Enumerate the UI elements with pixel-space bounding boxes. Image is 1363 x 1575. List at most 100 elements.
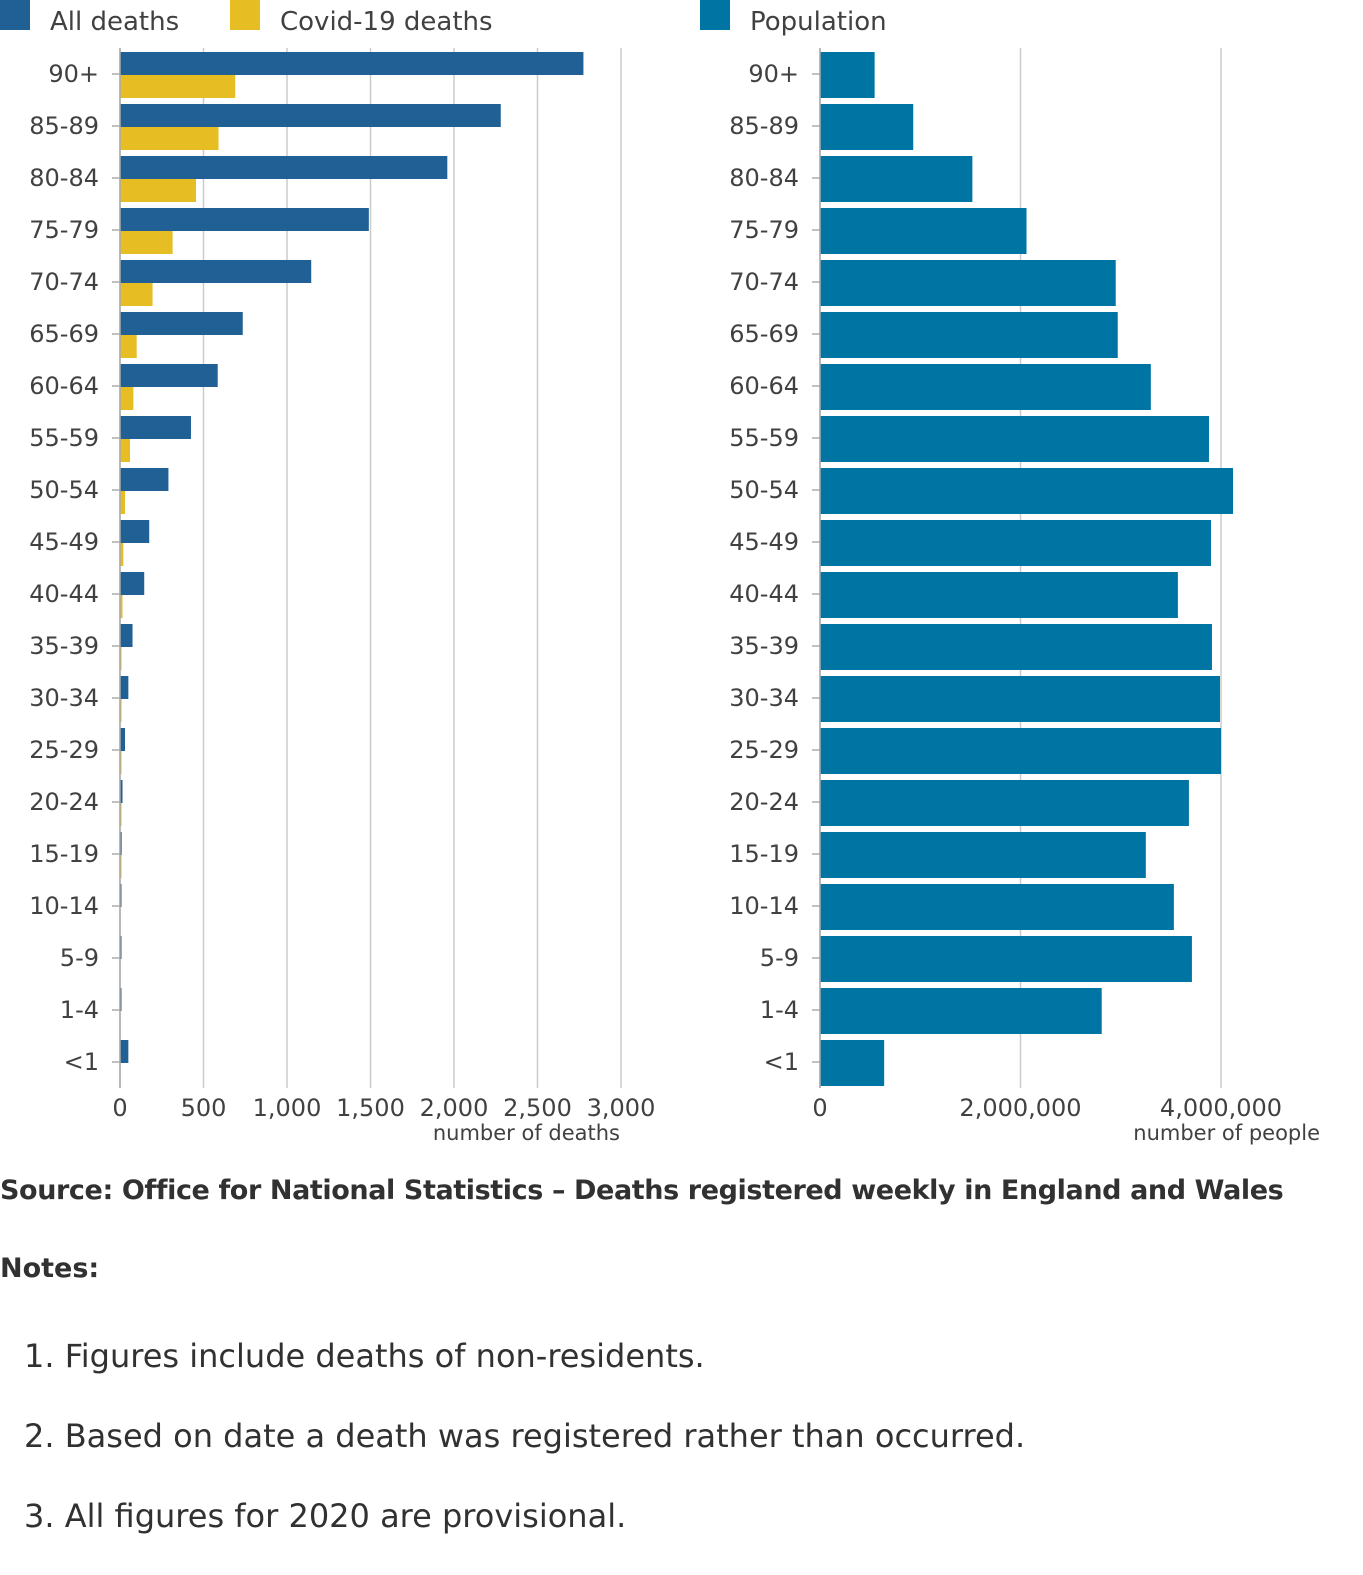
category-label-65-69: 65-69 [29,320,99,348]
category-label-15-19: 15-19 [729,840,799,868]
bar-population-10-14 [820,884,1174,930]
legend-swatch-all-deaths [0,0,30,30]
category-label-1: <1 [764,1048,799,1076]
category-label-50-54: 50-54 [29,476,99,504]
category-label-75-79: 75-79 [729,216,799,244]
category-label-80-84: 80-84 [729,164,799,192]
bar-covid-19-deaths-70-74 [120,283,153,306]
x-axis-title: number of people [1133,1121,1320,1145]
category-label-30-34: 30-34 [29,684,99,712]
legend-label-covid-19-deaths: Covid-19 deaths [280,7,493,37]
bar-all-deaths-25-29 [120,728,126,751]
category-label-35-39: 35-39 [729,632,799,660]
bar-population-65-69 [820,312,1118,358]
bar-covid-19-deaths-90 [120,75,236,98]
bar-covid-19-deaths-65-69 [120,335,137,358]
category-label-10-14: 10-14 [29,892,99,920]
category-label-40-44: 40-44 [729,580,799,608]
bar-population-1 [820,1040,885,1086]
note-item: 1. Figures include deaths of non-residen… [24,1337,705,1375]
bar-all-deaths-80-84 [120,156,448,179]
bar-all-deaths-60-64 [120,364,218,387]
note-item: 2. Based on date a death was registered … [24,1417,1026,1455]
category-label-35-39: 35-39 [29,632,99,660]
bar-all-deaths-15-19 [120,832,122,855]
category-label-5-9: 5-9 [60,944,99,972]
category-label-90: 90+ [48,60,99,88]
x-tick-label: 1,000 [253,1094,322,1122]
bar-all-deaths-35-39 [120,624,133,647]
bar-all-deaths-40-44 [120,572,145,595]
bar-covid-19-deaths-55-59 [120,439,131,462]
category-label-55-59: 55-59 [729,424,799,452]
category-label-45-49: 45-49 [29,528,99,556]
category-label-80-84: 80-84 [29,164,99,192]
bar-covid-19-deaths-80-84 [120,179,196,202]
bar-all-deaths-45-49 [120,520,150,543]
bar-population-5-9 [820,936,1192,982]
bar-all-deaths-1 [120,1040,129,1063]
note-item: 3. All figures for 2020 are provisional. [24,1497,627,1535]
bar-covid-19-deaths-40-44 [120,595,123,618]
category-label-85-89: 85-89 [729,112,799,140]
notes-list: 1. Figures include deaths of non-residen… [24,1335,1025,1575]
category-label-75-79: 75-79 [29,216,99,244]
bar-population-25-29 [820,728,1221,774]
category-label-1-4: 1-4 [60,996,99,1024]
category-label-85-89: 85-89 [29,112,99,140]
category-label-10-14: 10-14 [729,892,799,920]
category-label-90: 90+ [748,60,799,88]
bar-all-deaths-55-59 [120,416,191,439]
category-label-45-49: 45-49 [729,528,799,556]
category-label-55-59: 55-59 [29,424,99,452]
bar-population-80-84 [820,156,973,202]
bar-population-75-79 [820,208,1027,254]
category-label-40-44: 40-44 [29,580,99,608]
bar-population-55-59 [820,416,1209,462]
notes-title: Notes: [0,1253,100,1284]
bar-population-70-74 [820,260,1116,306]
category-label-50-54: 50-54 [729,476,799,504]
bar-population-50-54 [820,468,1234,514]
bar-covid-19-deaths-45-49 [120,543,124,566]
category-label-1: <1 [64,1048,99,1076]
x-tick-label: 0 [112,1094,127,1122]
bar-all-deaths-75-79 [120,208,369,231]
bar-all-deaths-65-69 [120,312,243,335]
bar-population-45-49 [820,520,1211,566]
category-label-65-69: 65-69 [729,320,799,348]
legend-label-all-deaths: All deaths [50,7,179,37]
x-axis-title: number of deaths [433,1121,620,1145]
bar-covid-19-deaths-60-64 [120,387,134,410]
x-tick-label: 2,000,000 [959,1094,1081,1122]
category-label-60-64: 60-64 [29,372,99,400]
bar-population-1-4 [820,988,1102,1034]
source-note: Source: Office for National Statistics –… [0,1175,1284,1206]
bar-population-35-39 [820,624,1212,670]
category-label-25-29: 25-29 [29,736,99,764]
category-label-20-24: 20-24 [29,788,99,816]
bar-covid-19-deaths-50-54 [120,491,126,514]
bar-population-15-19 [820,832,1146,878]
category-label-70-74: 70-74 [29,268,99,296]
x-tick-label: 3,000 [587,1094,656,1122]
category-label-25-29: 25-29 [729,736,799,764]
bar-population-20-24 [820,780,1189,826]
legend-swatch-population [700,0,730,30]
bar-covid-19-deaths-75-79 [120,231,173,254]
bar-all-deaths-50-54 [120,468,169,491]
bar-all-deaths-90 [120,52,584,75]
category-label-5-9: 5-9 [760,944,799,972]
bar-all-deaths-70-74 [120,260,312,283]
bar-all-deaths-85-89 [120,104,501,127]
category-label-15-19: 15-19 [29,840,99,868]
category-label-60-64: 60-64 [729,372,799,400]
x-tick-label: 1,500 [336,1094,405,1122]
category-label-20-24: 20-24 [729,788,799,816]
bar-population-40-44 [820,572,1178,618]
bar-population-85-89 [820,104,914,150]
category-label-30-34: 30-34 [729,684,799,712]
x-tick-label: 4,000,000 [1160,1094,1282,1122]
bar-all-deaths-30-34 [120,676,129,699]
